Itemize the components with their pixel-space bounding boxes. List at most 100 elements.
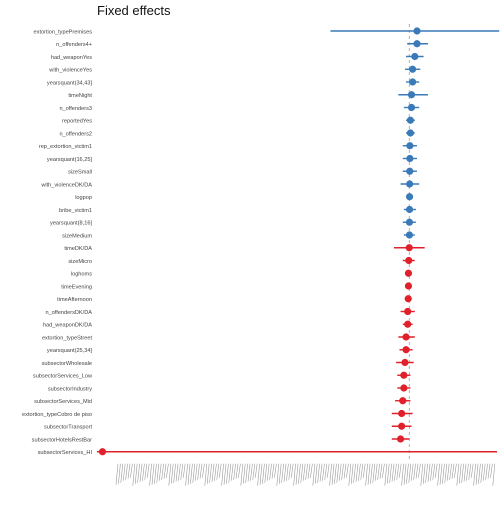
- estimate-point: [406, 193, 413, 200]
- y-tick-label: subsectorHotelsRestBar: [32, 437, 92, 443]
- x-tick-mark: [399, 464, 401, 478]
- x-tick-mark: [356, 464, 358, 482]
- estimate-point: [398, 410, 405, 417]
- x-tick-mark: [267, 464, 269, 481]
- x-tick-mark: [327, 464, 329, 478]
- y-tick-label: yearsquant(8,16]: [50, 221, 92, 227]
- x-tick-mark: [126, 464, 128, 480]
- estimate-point: [406, 244, 413, 251]
- x-tick-mark: [481, 464, 483, 483]
- estimate-point: [407, 129, 414, 136]
- x-tick-mark: [387, 464, 389, 484]
- x-tick-mark: [282, 464, 284, 483]
- x-tick-mark: [414, 464, 416, 480]
- x-tick-mark: [334, 464, 336, 484]
- y-tick-label: had_weaponDK/DA: [43, 323, 92, 329]
- estimate-point: [413, 27, 420, 34]
- x-tick-mark: [205, 464, 207, 486]
- x-tick-mark: [248, 464, 250, 482]
- x-tick-mark: [198, 464, 200, 480]
- x-tick-mark: [130, 464, 132, 478]
- x-tick-mark: [164, 464, 166, 479]
- x-tick-mark: [159, 464, 161, 481]
- x-tick-mark: [246, 464, 248, 483]
- y-tick-label: yearsquant(16,25]: [47, 157, 93, 163]
- x-tick-mark: [298, 464, 300, 484]
- x-tick-mark: [330, 464, 332, 486]
- x-tick-mark: [416, 464, 418, 479]
- x-tick-mark: [250, 464, 252, 481]
- x-tick-mark: [310, 464, 312, 478]
- x-tick-mark: [493, 464, 495, 486]
- estimate-point: [405, 282, 412, 289]
- x-tick-mark: [452, 464, 454, 479]
- x-tick-mark: [236, 464, 238, 479]
- x-tick-mark: [154, 464, 156, 484]
- x-tick-mark: [183, 464, 185, 478]
- x-tick-mark: [483, 464, 485, 481]
- x-tick-mark: [409, 464, 411, 483]
- x-tick-mark: [147, 464, 149, 478]
- x-tick-mark: [277, 464, 279, 486]
- x-tick-mark: [404, 464, 406, 485]
- estimate-point: [405, 295, 412, 302]
- x-tick-mark: [150, 464, 152, 486]
- y-tick-label: yearsquant(25,34]: [47, 348, 93, 354]
- x-tick-mark: [313, 464, 315, 486]
- x-tick-mark: [219, 464, 221, 478]
- y-tick-label: had_weaponYes: [51, 55, 92, 61]
- x-tick-mark: [274, 464, 276, 478]
- x-tick-mark: [193, 464, 195, 483]
- x-tick-mark: [118, 464, 120, 484]
- x-tick-mark: [438, 464, 440, 486]
- x-tick-mark: [325, 464, 327, 480]
- x-tick-mark: [368, 464, 370, 485]
- x-tick-mark: [152, 464, 154, 485]
- x-tick-mark: [435, 464, 437, 478]
- x-tick-mark: [226, 464, 228, 484]
- x-tick-mark: [471, 464, 473, 478]
- estimate-point: [398, 423, 405, 430]
- x-tick-mark: [426, 464, 428, 483]
- x-tick-mark: [378, 464, 380, 480]
- y-tick-label: bribe_victim1: [59, 208, 92, 214]
- y-tick-label: logpop: [75, 195, 92, 201]
- y-tick-label: with_violenceYes: [48, 68, 92, 74]
- x-tick-mark: [457, 464, 459, 486]
- x-tick-mark: [385, 464, 387, 486]
- x-tick-mark: [178, 464, 180, 481]
- x-tick-mark: [486, 464, 488, 480]
- estimate-point: [400, 372, 407, 379]
- estimate-point: [406, 231, 413, 238]
- estimate-point: [409, 78, 416, 85]
- x-tick-mark: [190, 464, 192, 484]
- estimate-point: [401, 359, 408, 366]
- y-tick-label: subsectorServices_Mid: [34, 399, 92, 405]
- x-tick-mark: [402, 464, 404, 486]
- y-tick-label: loghoms: [71, 272, 92, 278]
- x-tick-mark: [229, 464, 231, 483]
- x-tick-mark: [207, 464, 209, 484]
- x-tick-mark: [142, 464, 144, 481]
- x-tick-mark: [440, 464, 442, 485]
- x-tick-mark: [231, 464, 233, 481]
- x-tick-mark: [234, 464, 236, 480]
- x-tick-mark: [186, 464, 188, 486]
- x-tick-mark: [392, 464, 394, 482]
- x-tick-mark: [116, 464, 118, 485]
- x-tick-mark: [397, 464, 399, 480]
- x-tick-mark: [363, 464, 365, 478]
- x-tick-mark: [210, 464, 212, 483]
- x-tick-mark: [459, 464, 461, 484]
- estimate-point: [406, 168, 413, 175]
- y-tick-label: n_offenders4+: [56, 42, 92, 48]
- y-tick-label: subsectorServices_Low: [33, 374, 93, 380]
- x-tick-mark: [382, 464, 384, 478]
- x-tick-mark: [342, 464, 344, 480]
- x-tick-mark: [176, 464, 178, 482]
- estimate-point: [400, 384, 407, 391]
- x-tick-mark: [423, 464, 425, 484]
- x-tick-mark: [135, 464, 137, 484]
- x-tick-mark: [188, 464, 190, 485]
- y-tick-label: sizeSmall: [68, 170, 92, 176]
